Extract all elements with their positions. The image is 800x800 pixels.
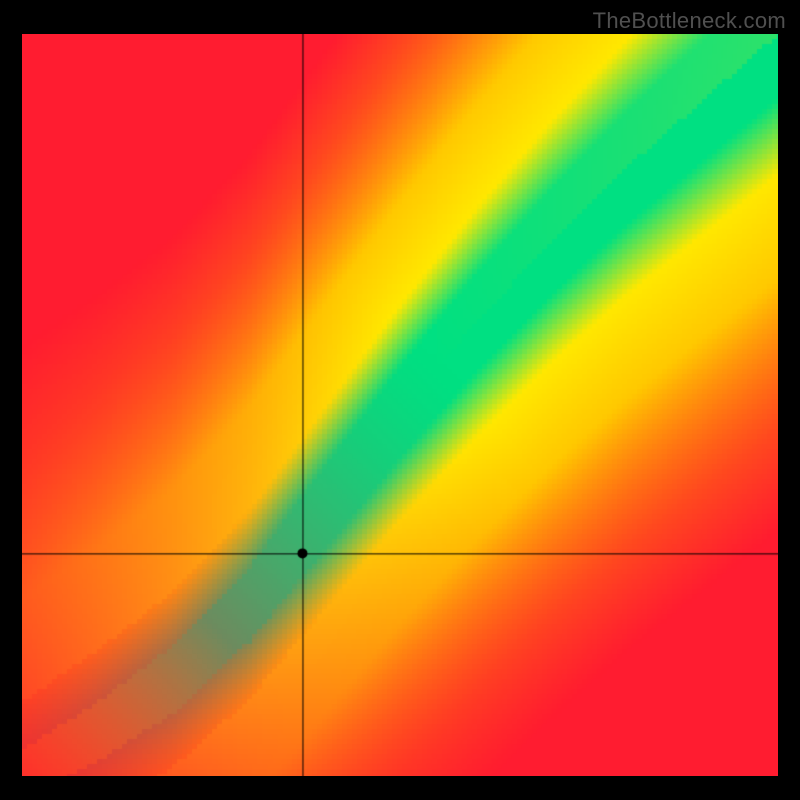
watermark-text: TheBottleneck.com — [593, 8, 786, 34]
heatmap-canvas — [22, 34, 778, 776]
heatmap-plot — [22, 34, 778, 776]
chart-container: TheBottleneck.com — [0, 0, 800, 800]
